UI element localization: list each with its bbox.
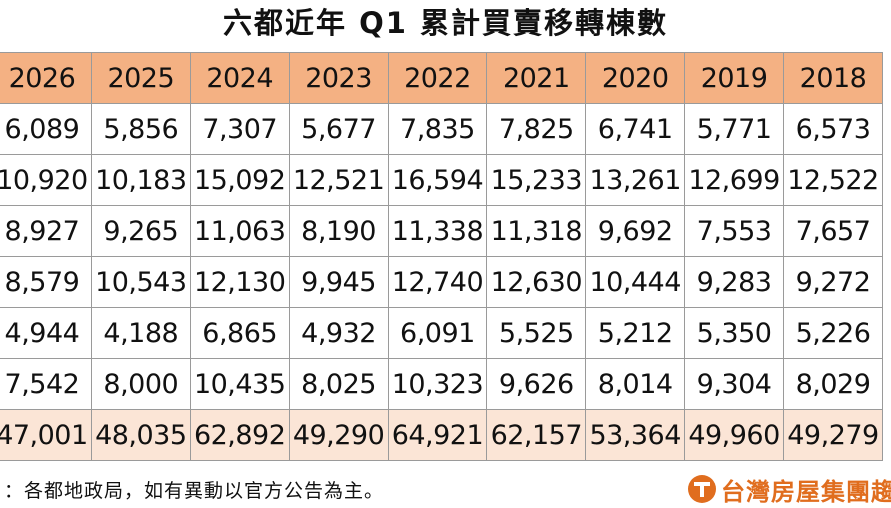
table-cell: 7,657: [783, 205, 883, 257]
table-cell: 8,000: [90, 358, 191, 410]
table-cell: 6,741: [585, 103, 686, 155]
table-row: 4,944 4,188 6,865 4,932 6,091 5,525 5,212 5,350…: [0, 307, 883, 359]
table-cell: 13,261: [585, 154, 686, 206]
table-cell: 9,265: [90, 205, 191, 257]
table-cell: 9,304: [684, 358, 784, 410]
table-cell: 4,188: [90, 307, 191, 359]
column-header: 2023: [288, 52, 389, 104]
table-cell: 8,579: [0, 256, 92, 308]
total-row: 47,001 48,035 62,892 49,290 64,921 62,157 53,3…: [0, 409, 883, 461]
footer: ：各都地政局，如有異動以官方公告為主。 台灣房屋集團趨勢: [0, 470, 891, 508]
table-row: 7,542 8,000 10,435 8,025 10,323 9,626 8,014 9,3…: [0, 358, 883, 410]
table-cell: 5,226: [783, 307, 883, 359]
total-cell: 47,001: [0, 409, 92, 461]
table-cell: 9,945: [288, 256, 389, 308]
table-cell: 12,130: [189, 256, 290, 308]
table-cell: 15,233: [486, 154, 587, 206]
table-row: 6,089 5,856 7,307 5,677 7,835 7,825 6,741 5,771…: [0, 103, 883, 155]
column-header: 2019: [684, 52, 784, 104]
table-cell: 10,920: [0, 154, 92, 206]
table-cell: 10,435: [189, 358, 290, 410]
brand-name: 台灣房屋集團趨勢: [721, 477, 891, 506]
table-row: 10,920 10,183 15,092 12,521 16,594 15,233 13,2…: [0, 154, 883, 206]
table-cell: 7,825: [486, 103, 587, 155]
table-title: 六都近年 Q1 累計買賣移轉棟數: [222, 6, 669, 40]
total-cell: 49,279: [783, 409, 883, 461]
brand-logo: 台灣房屋集團趨勢: [687, 473, 891, 506]
table-cell: 4,932: [288, 307, 389, 359]
table-cell: 5,212: [585, 307, 686, 359]
table-cell: 12,521: [288, 154, 389, 206]
table-cell: 9,283: [684, 256, 784, 308]
table-cell: 15,092: [189, 154, 290, 206]
table-cell: 7,307: [189, 103, 290, 155]
table-cell: 10,323: [387, 358, 488, 410]
total-cell: 53,364: [585, 409, 686, 461]
table-cell: 6,573: [783, 103, 883, 155]
table-cell: 8,029: [783, 358, 883, 410]
column-header: 2020: [585, 52, 686, 104]
column-header: 2025: [90, 52, 191, 104]
table-cell: 7,553: [684, 205, 784, 257]
table-cell: 5,677: [288, 103, 389, 155]
table-cell: 9,626: [486, 358, 587, 410]
table-cell: 6,865: [189, 307, 290, 359]
column-header: 2026: [0, 52, 92, 104]
data-table: 2026 2025 2024 2023 2022 2021 2020 2019 2018 6,0…: [0, 52, 883, 461]
table-cell: 11,338: [387, 205, 488, 257]
table-cell: 8,014: [585, 358, 686, 410]
table-cell: 5,350: [684, 307, 784, 359]
total-cell: 49,290: [288, 409, 389, 461]
table-cell: 5,525: [486, 307, 587, 359]
table-row: 8,579 10,543 12,130 9,945 12,740 12,630 10,444…: [0, 256, 883, 308]
table-cell: 12,740: [387, 256, 488, 308]
column-header: 2021: [486, 52, 587, 104]
table-cell: 12,522: [783, 154, 883, 206]
table-cell: 7,542: [0, 358, 92, 410]
total-cell: 62,892: [189, 409, 290, 461]
table-cell: 10,543: [90, 256, 191, 308]
total-cell: 64,921: [387, 409, 488, 461]
column-header: 2024: [189, 52, 290, 104]
taiwan-realty-logo-icon: [688, 475, 716, 503]
table-cell: 16,594: [387, 154, 488, 206]
header-row: 2026 2025 2024 2023 2022 2021 2020 2019 2018: [0, 52, 883, 104]
table-cell: 6,089: [0, 103, 92, 155]
column-header: 2022: [387, 52, 488, 104]
table-cell: 11,318: [486, 205, 587, 257]
total-cell: 48,035: [90, 409, 191, 461]
table-cell: 6,091: [387, 307, 488, 359]
table-cell: 5,856: [90, 103, 191, 155]
table-row: 8,927 9,265 11,063 8,190 11,338 11,318 9,692 7,…: [0, 205, 883, 257]
column-header: 2018: [783, 52, 883, 104]
source-note: ：各都地政局，如有異動以官方公告為主。: [4, 480, 385, 502]
table-cell: 9,272: [783, 256, 883, 308]
table-cell: 12,630: [486, 256, 587, 308]
total-cell: 49,960: [684, 409, 784, 461]
table-cell: 8,927: [0, 205, 92, 257]
table-cell: 10,183: [90, 154, 191, 206]
table-cell: 12,699: [684, 154, 784, 206]
total-cell: 62,157: [486, 409, 587, 461]
table-cell: 7,835: [387, 103, 488, 155]
table-cell: 11,063: [189, 205, 290, 257]
table-cell: 4,944: [0, 307, 92, 359]
table-cell: 8,190: [288, 205, 389, 257]
table-cell: 9,692: [585, 205, 686, 257]
table-cell: 10,444: [585, 256, 686, 308]
table-cell: 8,025: [288, 358, 389, 410]
table-cell: 5,771: [684, 103, 784, 155]
